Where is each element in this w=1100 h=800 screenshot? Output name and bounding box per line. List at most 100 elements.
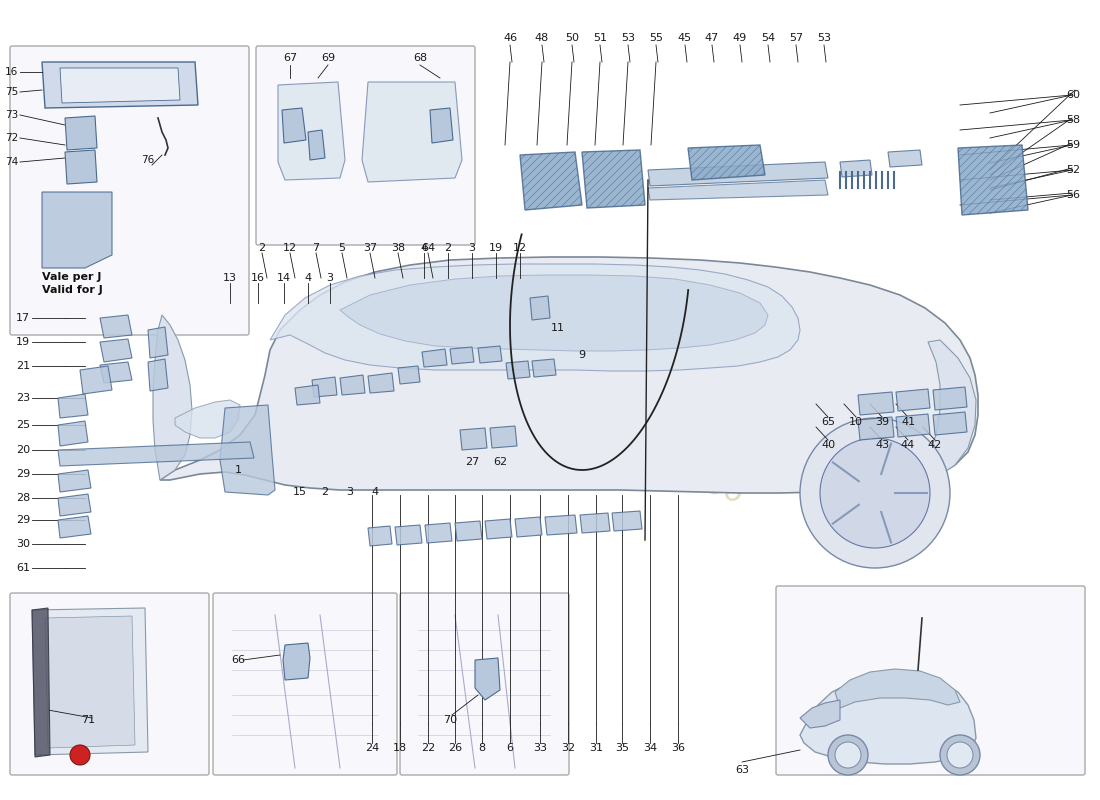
Text: 37: 37 xyxy=(363,243,377,253)
Text: 12: 12 xyxy=(513,243,527,253)
Text: 22: 22 xyxy=(421,743,436,753)
Polygon shape xyxy=(362,82,462,182)
Text: 30: 30 xyxy=(16,539,30,549)
Polygon shape xyxy=(80,366,112,394)
Text: 62: 62 xyxy=(493,457,507,467)
FancyBboxPatch shape xyxy=(10,46,249,335)
Polygon shape xyxy=(175,400,240,438)
Text: 42: 42 xyxy=(928,440,942,450)
Polygon shape xyxy=(460,428,487,450)
Text: 53: 53 xyxy=(817,33,830,43)
Polygon shape xyxy=(270,264,800,371)
Polygon shape xyxy=(896,414,929,437)
Circle shape xyxy=(947,742,974,768)
Polygon shape xyxy=(896,389,929,411)
Polygon shape xyxy=(42,62,198,108)
Polygon shape xyxy=(45,616,135,748)
Text: 25: 25 xyxy=(15,420,30,430)
Text: 66: 66 xyxy=(231,655,245,665)
Text: 43: 43 xyxy=(874,440,889,450)
Polygon shape xyxy=(490,426,517,448)
Text: 60: 60 xyxy=(1066,90,1080,100)
Text: 16: 16 xyxy=(4,67,18,77)
Text: 69: 69 xyxy=(321,53,336,63)
Text: 9: 9 xyxy=(579,350,585,360)
Text: 15: 15 xyxy=(293,487,307,497)
Polygon shape xyxy=(58,516,91,538)
Text: 24: 24 xyxy=(365,743,380,753)
Text: 4: 4 xyxy=(305,273,311,283)
Text: 40: 40 xyxy=(821,440,835,450)
Text: 74: 74 xyxy=(4,157,18,167)
Polygon shape xyxy=(933,387,967,410)
Text: 2: 2 xyxy=(444,243,452,253)
Polygon shape xyxy=(148,327,168,358)
Polygon shape xyxy=(58,470,91,492)
Polygon shape xyxy=(32,608,50,757)
Polygon shape xyxy=(100,339,132,362)
Text: Valid for J: Valid for J xyxy=(42,285,102,295)
Polygon shape xyxy=(455,521,482,541)
Polygon shape xyxy=(282,108,306,143)
Polygon shape xyxy=(312,377,337,397)
Text: 39: 39 xyxy=(874,417,889,427)
Polygon shape xyxy=(60,68,180,103)
Polygon shape xyxy=(148,359,168,391)
Text: 68: 68 xyxy=(412,53,427,63)
Text: 36: 36 xyxy=(671,743,685,753)
Polygon shape xyxy=(888,150,922,167)
Text: 13: 13 xyxy=(223,273,236,283)
Text: 50: 50 xyxy=(565,33,579,43)
Polygon shape xyxy=(430,108,453,143)
Polygon shape xyxy=(340,275,768,351)
Circle shape xyxy=(70,745,90,765)
Text: 61: 61 xyxy=(16,563,30,573)
Circle shape xyxy=(828,735,868,775)
Text: 29: 29 xyxy=(15,515,30,525)
Polygon shape xyxy=(283,643,310,680)
Text: 29: 29 xyxy=(15,469,30,479)
Text: 70: 70 xyxy=(443,715,458,725)
Text: 35: 35 xyxy=(615,743,629,753)
Text: 64: 64 xyxy=(421,243,436,253)
Text: 12: 12 xyxy=(283,243,297,253)
Text: 32: 32 xyxy=(561,743,575,753)
Polygon shape xyxy=(340,375,365,395)
Text: 8: 8 xyxy=(478,743,485,753)
Polygon shape xyxy=(515,517,542,537)
Text: 46: 46 xyxy=(503,33,517,43)
Polygon shape xyxy=(58,421,88,446)
Text: 56: 56 xyxy=(1066,190,1080,200)
Text: 11: 11 xyxy=(551,323,565,333)
Text: genuine parts since 1966: genuine parts since 1966 xyxy=(373,350,747,510)
Polygon shape xyxy=(958,145,1028,215)
FancyBboxPatch shape xyxy=(776,586,1085,775)
Polygon shape xyxy=(450,347,474,364)
FancyBboxPatch shape xyxy=(256,46,475,245)
Text: 23: 23 xyxy=(15,393,30,403)
Polygon shape xyxy=(485,519,512,539)
Text: 55: 55 xyxy=(649,33,663,43)
Polygon shape xyxy=(295,385,320,405)
Polygon shape xyxy=(368,526,392,546)
Polygon shape xyxy=(278,82,345,180)
Polygon shape xyxy=(65,150,97,184)
Polygon shape xyxy=(100,315,132,338)
Text: 45: 45 xyxy=(678,33,692,43)
FancyBboxPatch shape xyxy=(213,593,397,775)
Polygon shape xyxy=(506,361,530,379)
Text: 71: 71 xyxy=(81,715,95,725)
Text: 33: 33 xyxy=(534,743,547,753)
Polygon shape xyxy=(100,362,132,383)
Circle shape xyxy=(820,438,930,548)
Polygon shape xyxy=(840,160,872,177)
Polygon shape xyxy=(153,315,192,480)
Polygon shape xyxy=(933,412,967,435)
Text: 73: 73 xyxy=(4,110,18,120)
Text: 2: 2 xyxy=(258,243,265,253)
Polygon shape xyxy=(58,494,91,516)
Polygon shape xyxy=(858,417,894,440)
Text: 48: 48 xyxy=(535,33,549,43)
Text: 58: 58 xyxy=(1066,115,1080,125)
Polygon shape xyxy=(395,525,422,545)
